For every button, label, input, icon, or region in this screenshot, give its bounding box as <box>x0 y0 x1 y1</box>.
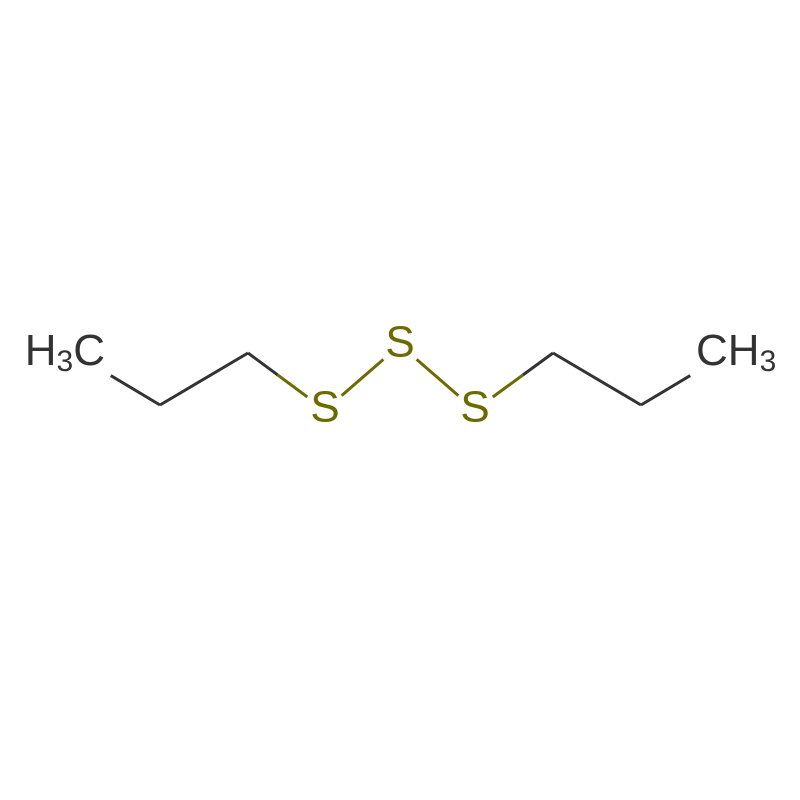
bond <box>493 375 523 397</box>
bond <box>553 353 641 405</box>
bond <box>523 353 553 375</box>
bond <box>417 359 459 395</box>
bond <box>641 376 690 405</box>
atom-label: S <box>310 383 339 432</box>
bond <box>248 353 278 375</box>
atom-label: S <box>460 383 489 432</box>
bond <box>111 376 160 405</box>
chemical-structure-diagram: H3CSSSCH3 <box>0 0 800 800</box>
atom-label: S <box>385 318 414 367</box>
atom-labels-layer: H3CSSSCH3 <box>25 318 777 432</box>
bond <box>278 375 308 397</box>
atom-label: H3C <box>25 326 105 378</box>
atom-label: CH3 <box>696 326 776 378</box>
bond <box>342 359 384 395</box>
bond <box>160 353 248 405</box>
